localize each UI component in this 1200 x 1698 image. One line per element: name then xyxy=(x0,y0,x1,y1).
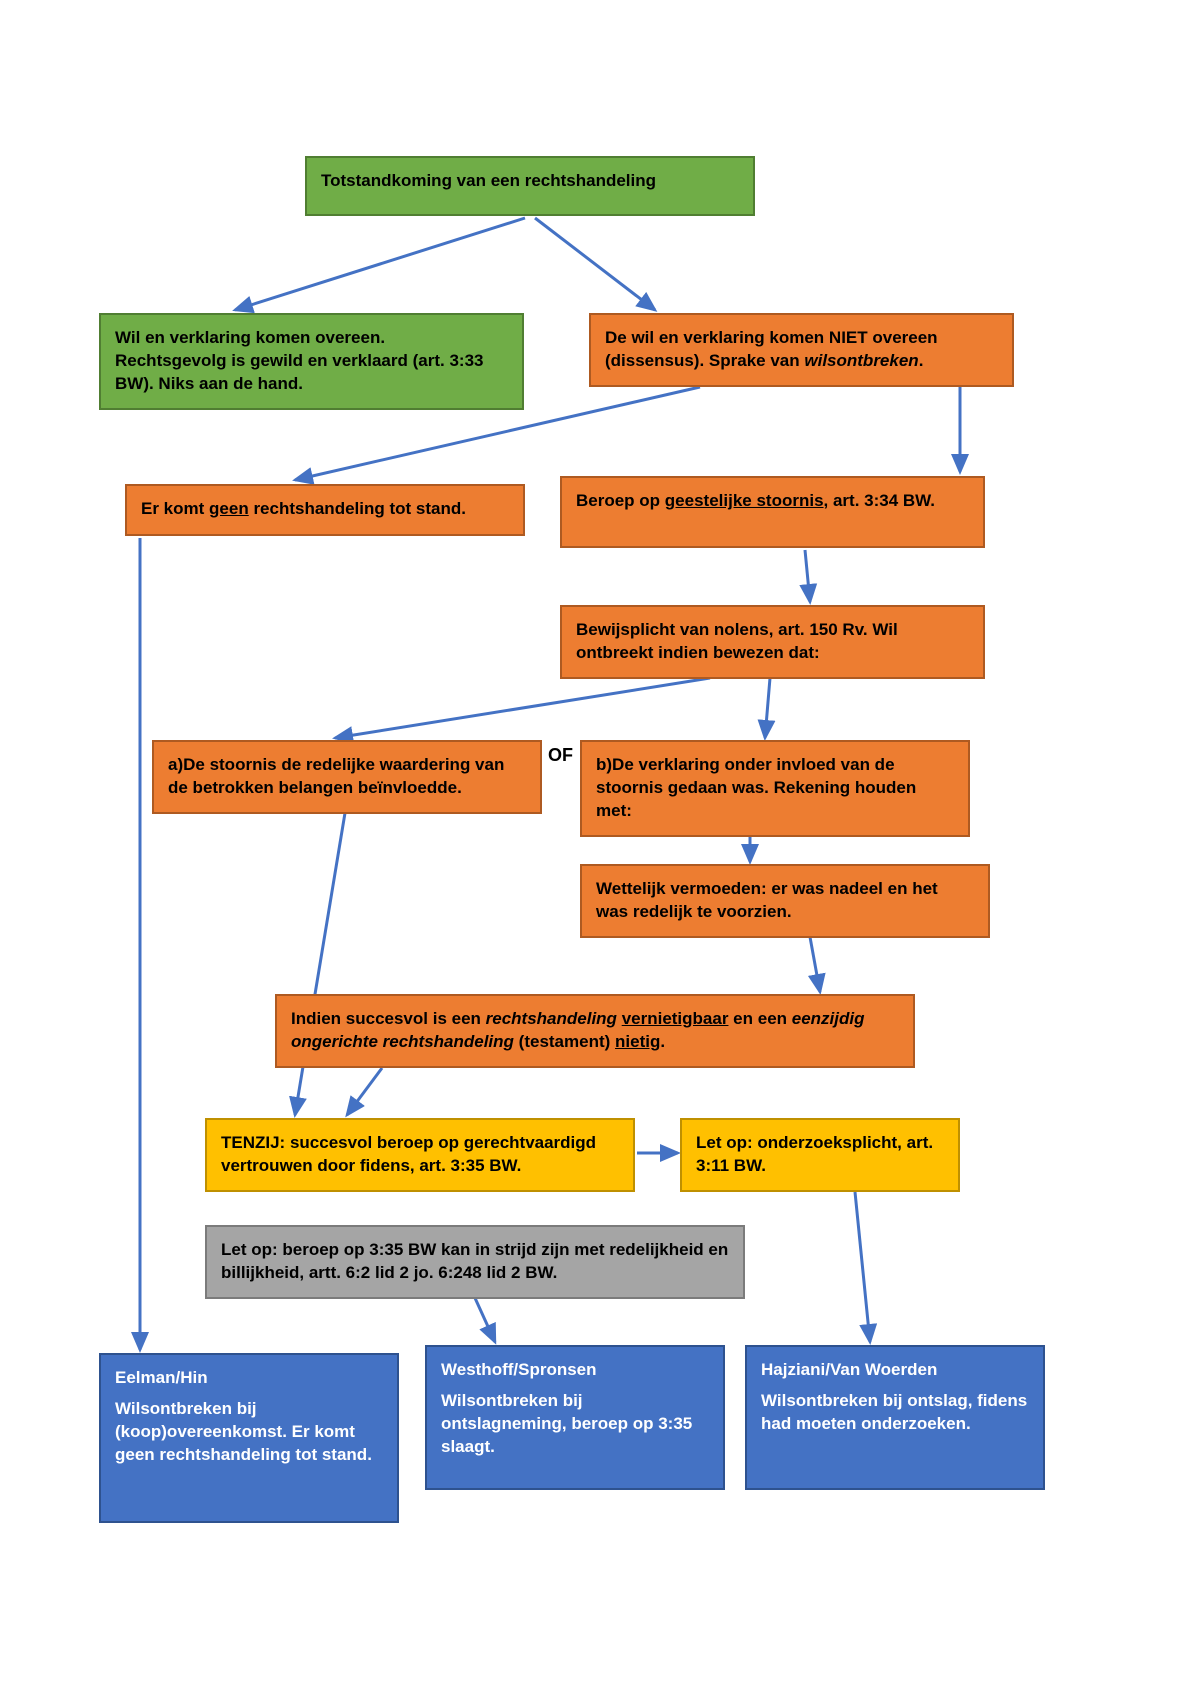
of-connector-label: OF xyxy=(548,745,573,766)
edge-14 xyxy=(855,1192,870,1342)
node-n7: a)De stoornis de redelijke waardering va… xyxy=(152,740,542,814)
edge-1 xyxy=(535,218,655,310)
edge-0 xyxy=(235,218,525,310)
edge-7 xyxy=(765,678,770,738)
node-n15: Westhoff/SpronsenWilsontbreken bij ontsl… xyxy=(425,1345,725,1490)
edge-5 xyxy=(805,550,810,602)
node-n3: De wil en verklaring komen NIET overeen … xyxy=(589,313,1014,387)
edge-6 xyxy=(335,678,710,738)
edge-13 xyxy=(475,1298,495,1342)
node-n13: Let op: beroep op 3:35 BW kan in strijd … xyxy=(205,1225,745,1299)
edge-10 xyxy=(295,813,345,1115)
edge-9 xyxy=(810,937,820,992)
node-n8: b)De verklaring onder invloed van de sto… xyxy=(580,740,970,837)
node-n16: Hajziani/Van WoerdenWilsontbreken bij on… xyxy=(745,1345,1045,1490)
node-n11: TENZIJ: succesvol beroep op gerechtvaard… xyxy=(205,1118,635,1192)
node-n12: Let op: onderzoeksplicht, art. 3:11 BW. xyxy=(680,1118,960,1192)
node-n14: Eelman/HinWilsontbreken bij (koop)overee… xyxy=(99,1353,399,1523)
node-n5: Beroep op geestelijke stoornis, art. 3:3… xyxy=(560,476,985,548)
node-n2: Wil en verklaring komen overeen.Rechtsge… xyxy=(99,313,524,410)
edge-11 xyxy=(347,1068,382,1115)
node-n1: Totstandkoming van een rechtshandeling xyxy=(305,156,755,216)
node-n10: Indien succesvol is een rechtshandeling … xyxy=(275,994,915,1068)
flowchart-canvas: OF Totstandkoming van een rechtshandelin… xyxy=(0,0,1200,1698)
node-n6: Bewijsplicht van nolens, art. 150 Rv. Wi… xyxy=(560,605,985,679)
node-n9: Wettelijk vermoeden: er was nadeel en he… xyxy=(580,864,990,938)
node-n4: Er komt geen rechtshandeling tot stand. xyxy=(125,484,525,536)
